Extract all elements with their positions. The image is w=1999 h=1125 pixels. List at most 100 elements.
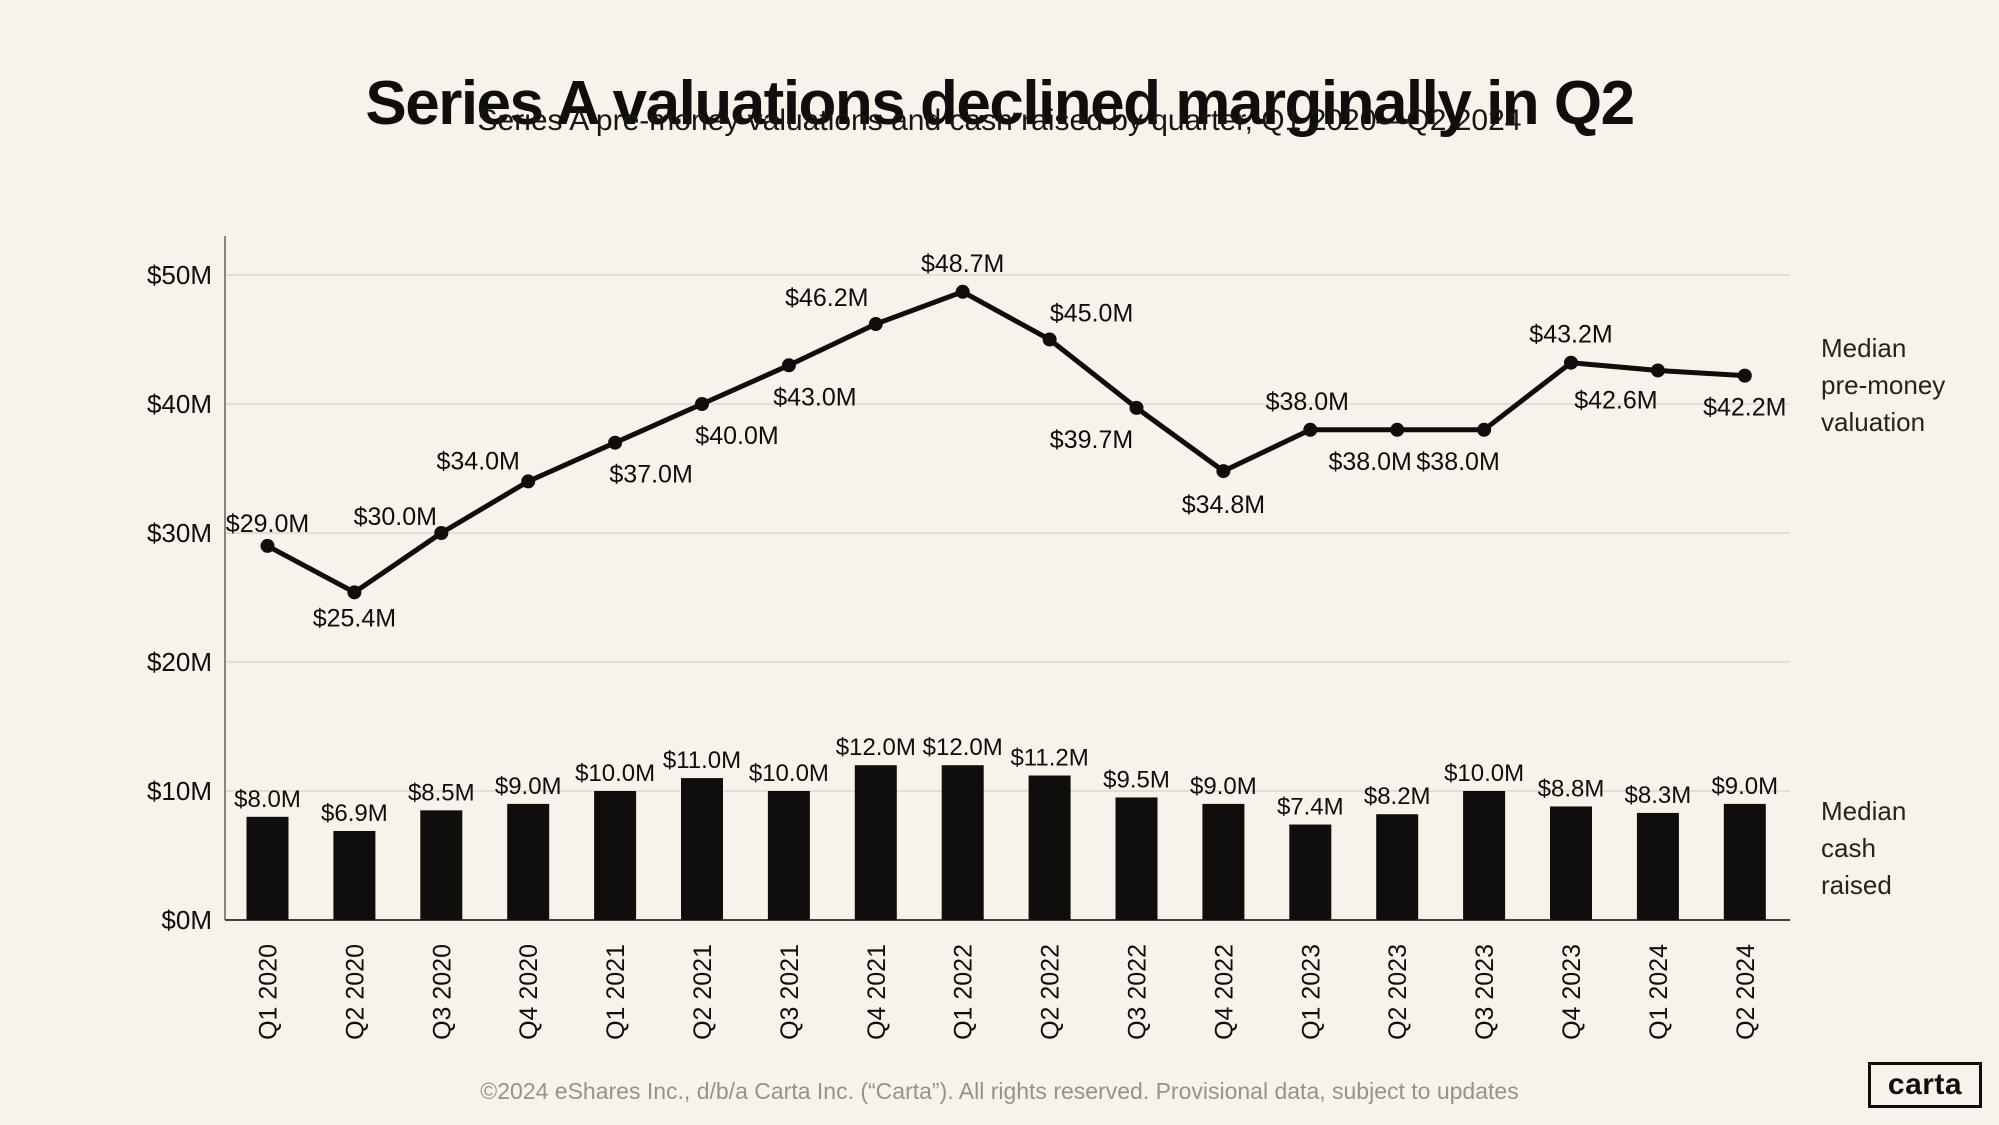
x-tick-label: Q1 2023	[1297, 944, 1325, 1040]
line-point-q1-2022	[955, 284, 970, 299]
bar-q4-2023	[1550, 806, 1592, 920]
line-value-label: $43.2M	[1529, 321, 1612, 349]
line-value-label: $30.0M	[354, 503, 437, 531]
bar-q1-2023	[1289, 824, 1332, 920]
line-point-q3-2020	[434, 526, 449, 540]
line-point-q4-2022	[1216, 464, 1231, 479]
line-point-q4-2023	[1564, 355, 1578, 370]
bar-value-label: $7.4M	[1277, 794, 1344, 821]
line-value-label: $42.2M	[1703, 394, 1786, 422]
x-tick-label: Q1 2024	[1645, 944, 1673, 1040]
line-value-label: $38.0M	[1266, 388, 1349, 416]
bar-value-label: $10.0M	[749, 760, 829, 787]
bar-value-label: $9.0M	[1711, 773, 1778, 800]
x-tick-label: Q4 2020	[515, 944, 543, 1040]
bar-value-label: $9.0M	[1190, 773, 1257, 800]
legend-line-text-1: Median	[1821, 333, 1907, 363]
carta-logo-text: carta	[1887, 1068, 1963, 1101]
line-value-label: $48.7M	[921, 250, 1004, 278]
copyright-note: ©2024 eShares Inc., d/b/a Carta Inc. (“C…	[480, 1078, 1519, 1104]
line-point-q1-2020	[260, 538, 275, 553]
bar-value-label: $6.9M	[321, 800, 388, 827]
bar-q4-2022	[1202, 803, 1245, 920]
line-point-q2-2022	[1042, 332, 1057, 347]
legend-bar-text-2: cash	[1821, 833, 1876, 863]
line-value-label: $38.0M	[1329, 448, 1412, 476]
bar-q2-2023	[1376, 814, 1419, 920]
y-tick-label: $0M	[161, 905, 212, 935]
bar-q1-2022	[941, 765, 984, 920]
bar-q3-2022	[1115, 797, 1158, 920]
line-point-q2-2021	[695, 397, 709, 411]
bar-q3-2020	[420, 810, 463, 920]
line-point-q4-2020	[521, 474, 536, 489]
bar-q3-2021	[767, 791, 810, 920]
bar-value-label: $11.2M	[1010, 745, 1088, 772]
y-tick-label: $40M	[147, 389, 212, 419]
line-value-label: $38.0M	[1416, 448, 1499, 476]
bar-q3-2023	[1463, 791, 1506, 920]
line-point-q2-2020	[347, 585, 362, 600]
x-tick-label: Q1 2020	[255, 944, 283, 1040]
bar-q1-2021	[594, 791, 637, 920]
x-tick-label: Q3 2022	[1124, 944, 1152, 1040]
bar-value-label: $8.3M	[1625, 782, 1692, 809]
bar-q4-2021	[854, 765, 897, 920]
bar-value-label: $12.0M	[836, 734, 916, 761]
bar-value-label: $11.0M	[663, 747, 741, 774]
x-tick-label: Q3 2021	[776, 944, 804, 1040]
line-point-q4-2021	[868, 317, 883, 332]
bar-value-label: $10.0M	[1444, 760, 1524, 787]
line-value-label: $43.0M	[773, 383, 856, 411]
legend-bar-text-3: raised	[1821, 870, 1892, 900]
line-point-q3-2022	[1129, 400, 1144, 415]
legend-line-text-3: valuation	[1821, 407, 1926, 437]
x-tick-label: Q4 2023	[1558, 944, 1586, 1040]
x-tick-label: Q4 2021	[863, 944, 891, 1040]
line-point-q3-2021	[781, 358, 796, 373]
bar-value-label: $10.0M	[575, 760, 655, 787]
line-value-label: $45.0M	[1050, 300, 1133, 328]
bar-q2-2020	[333, 830, 376, 920]
bar-q1-2024	[1636, 812, 1679, 920]
x-tick-label: Q3 2023	[1471, 944, 1499, 1040]
x-tick-label: Q2 2023	[1384, 944, 1412, 1040]
carta-logo: carta	[1868, 1062, 1982, 1108]
bar-q4-2020	[507, 803, 550, 920]
line-value-label: $42.6M	[1574, 386, 1657, 414]
y-tick-label: $10M	[147, 776, 212, 806]
valuation-line	[265, 289, 1748, 595]
line-point-q1-2024	[1650, 363, 1665, 378]
line-value-label: $34.0M	[437, 447, 520, 475]
bar-q2-2021	[681, 778, 723, 920]
bar-q1-2020	[246, 816, 289, 920]
line-value-label: $40.0M	[695, 422, 778, 450]
line-point-q1-2023	[1303, 422, 1318, 437]
bar-value-label: $12.0M	[923, 734, 1003, 761]
bar-value-label: $8.2M	[1364, 783, 1431, 810]
page-title: Series A valuations declined marginally …	[365, 68, 1635, 138]
line-point-q1-2021	[608, 435, 623, 450]
page-subtitle: Series A pre-money valuations and cash r…	[477, 104, 1522, 137]
line-point-q2-2023	[1390, 422, 1405, 437]
x-tick-label: Q1 2022	[950, 944, 978, 1040]
line-value-label: $25.4M	[313, 604, 396, 632]
bar-value-label: $8.8M	[1538, 775, 1605, 802]
y-tick-label: $50M	[147, 260, 212, 290]
legend-bar-text-1: Median	[1821, 796, 1907, 826]
y-tick-label: $20M	[147, 647, 212, 677]
line-value-label: $46.2M	[785, 284, 868, 312]
x-tick-label: Q4 2022	[1210, 944, 1238, 1040]
line-value-label: $34.8M	[1182, 491, 1265, 519]
bar-q2-2022	[1028, 775, 1071, 920]
x-tick-label: Q2 2022	[1037, 944, 1065, 1040]
bar-value-label: $9.0M	[495, 773, 562, 800]
line-value-label: $39.7M	[1050, 426, 1133, 454]
line-point-q2-2024	[1737, 368, 1752, 383]
line-value-label: $29.0M	[226, 510, 309, 538]
line-value-label: $37.0M	[609, 461, 692, 489]
x-tick-label: Q2 2021	[689, 944, 717, 1040]
bar-value-label: $8.0M	[234, 786, 301, 813]
